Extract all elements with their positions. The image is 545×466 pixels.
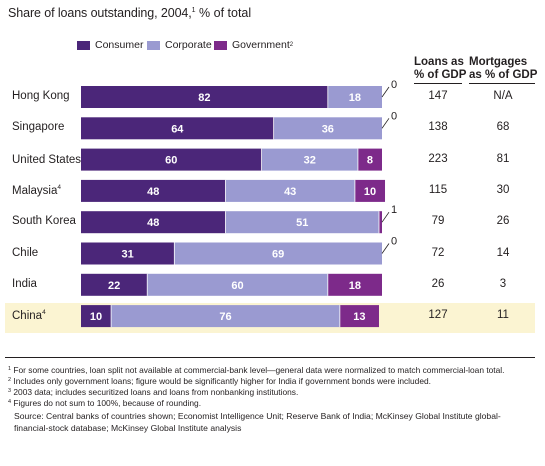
mortgages-gdp-chile: 14 xyxy=(496,246,510,259)
leader-line-chile xyxy=(381,243,390,254)
bar-label-china-corporate: 76 xyxy=(219,311,231,323)
bar-india-corporate xyxy=(147,273,328,296)
bar-singapore-corporate xyxy=(273,117,382,140)
row-label-india: India xyxy=(12,277,37,290)
bar-label-chile-corporate: 69 xyxy=(272,249,284,261)
legend-swatch-consumer xyxy=(77,40,90,50)
loans-gdp-hong-kong: 147 xyxy=(428,90,448,102)
row-label-chile: Chile xyxy=(12,246,39,259)
bar-south-korea-government xyxy=(378,211,382,234)
bar-malaysia-corporate xyxy=(225,179,355,202)
loans-gdp-chile: 72 xyxy=(431,246,445,259)
footnote-1: 1 For some countries, loan split not ava… xyxy=(8,365,505,375)
bar-label-malaysia-government: 10 xyxy=(364,186,376,198)
bar-label-south-korea-consumer: 48 xyxy=(147,217,159,229)
outside-label-singapore: 0 xyxy=(391,110,397,122)
footnote-4: 4 Figures do not sum to 100%, because of… xyxy=(8,398,202,408)
bar-label-hong-kong-consumer: 82 xyxy=(198,92,210,104)
column-header-rule-mortgages xyxy=(469,83,535,84)
bar-label-malaysia-corporate: 43 xyxy=(284,186,296,198)
mortgages-gdp-singapore: 68 xyxy=(496,121,510,134)
mortgages-gdp-south-korea: 26 xyxy=(496,215,510,228)
bar-singapore-consumer xyxy=(81,117,274,140)
column-header-rule-loans xyxy=(414,83,462,84)
leader-line-singapore xyxy=(381,118,390,129)
bar-india-government xyxy=(327,273,382,296)
leader-line-south-korea xyxy=(381,211,390,223)
bar-label-chile-consumer: 31 xyxy=(122,249,134,261)
column-header-loans-gdp: Loans as% of GDP xyxy=(414,56,467,81)
legend-swatch-government xyxy=(214,40,227,50)
bar-label-india-consumer: 22 xyxy=(108,280,120,292)
bar-label-united-states-corporate: 32 xyxy=(304,155,316,167)
bar-china-consumer xyxy=(81,305,112,328)
bar-malaysia-government xyxy=(354,179,386,202)
bar-hong-kong-consumer xyxy=(81,86,328,108)
bar-india-consumer xyxy=(81,273,148,296)
bar-china-corporate xyxy=(111,305,340,328)
bar-chile-corporate xyxy=(174,242,382,265)
bar-label-india-government: 18 xyxy=(349,280,361,292)
row-label-china: China4 xyxy=(12,309,46,323)
loans-gdp-india: 26 xyxy=(431,277,445,290)
mortgages-gdp-malaysia: 30 xyxy=(496,183,510,196)
loans-gdp-china: 127 xyxy=(428,309,448,322)
mortgages-gdp-india: 3 xyxy=(499,277,507,290)
row-label-malaysia: Malaysia4 xyxy=(12,183,62,197)
outside-label-chile: 0 xyxy=(391,236,397,248)
bar-label-united-states-consumer: 60 xyxy=(165,155,177,167)
bar-label-hong-kong-corporate: 18 xyxy=(349,92,361,104)
footnote-2: 2 Includes only government loans; figure… xyxy=(8,376,431,386)
legend-swatch-corporate xyxy=(147,40,160,50)
bar-label-united-states-government: 8 xyxy=(367,155,373,167)
bar-united-states-government xyxy=(357,148,382,171)
row-label-hong-kong: Hong Kong xyxy=(12,90,70,102)
bar-south-korea-consumer xyxy=(81,211,226,234)
bar-label-china-government: 13 xyxy=(353,311,365,323)
outside-label-hong-kong: 0 xyxy=(391,79,397,91)
bar-south-korea-corporate xyxy=(225,211,379,234)
bar-label-malaysia-consumer: 48 xyxy=(147,186,159,198)
column-header-mortgages-gdp: Mortgages as % of GDP xyxy=(469,56,538,81)
leader-line-hong-kong xyxy=(381,86,390,98)
bar-china-government xyxy=(339,305,379,328)
row-label-south-korea: South Korea xyxy=(12,215,76,228)
bar-united-states-consumer xyxy=(81,148,262,171)
loans-gdp-malaysia: 115 xyxy=(428,183,448,196)
footnote-divider xyxy=(5,357,535,358)
legend-item-consumer: Consumer xyxy=(77,39,143,51)
legend-item-corporate: Corporate xyxy=(147,39,212,51)
mortgages-gdp-hong-kong: N/A xyxy=(493,90,513,102)
mortgages-gdp-china: 11 xyxy=(497,309,509,322)
bar-label-south-korea-corporate: 51 xyxy=(296,217,308,229)
bar-label-china-consumer: 10 xyxy=(90,311,102,323)
bar-chile-consumer xyxy=(81,242,175,265)
chart-title: Share of loans outstanding, 2004,1 % of … xyxy=(8,6,252,20)
bar-malaysia-consumer xyxy=(81,179,226,202)
row-label-singapore: Singapore xyxy=(12,121,65,134)
bar-label-singapore-consumer: 64 xyxy=(171,123,184,135)
loans-gdp-united-states: 223 xyxy=(428,152,448,165)
outside-label-south-korea: 1 xyxy=(391,204,397,216)
legend-item-government: Government 2 xyxy=(214,39,293,51)
bar-label-india-corporate: 60 xyxy=(231,280,243,292)
bar-label-singapore-corporate: 36 xyxy=(322,123,334,135)
footnote-3: 3 2003 data; includes securitized loans … xyxy=(8,387,299,397)
source-note: Source: Central banks of countries shown… xyxy=(14,411,501,433)
bar-hong-kong-corporate xyxy=(327,86,382,108)
bar-united-states-corporate xyxy=(261,148,358,171)
loans-gdp-south-korea: 79 xyxy=(431,215,445,228)
mortgages-gdp-united-states: 81 xyxy=(496,152,510,165)
loans-gdp-singapore: 138 xyxy=(428,121,448,134)
